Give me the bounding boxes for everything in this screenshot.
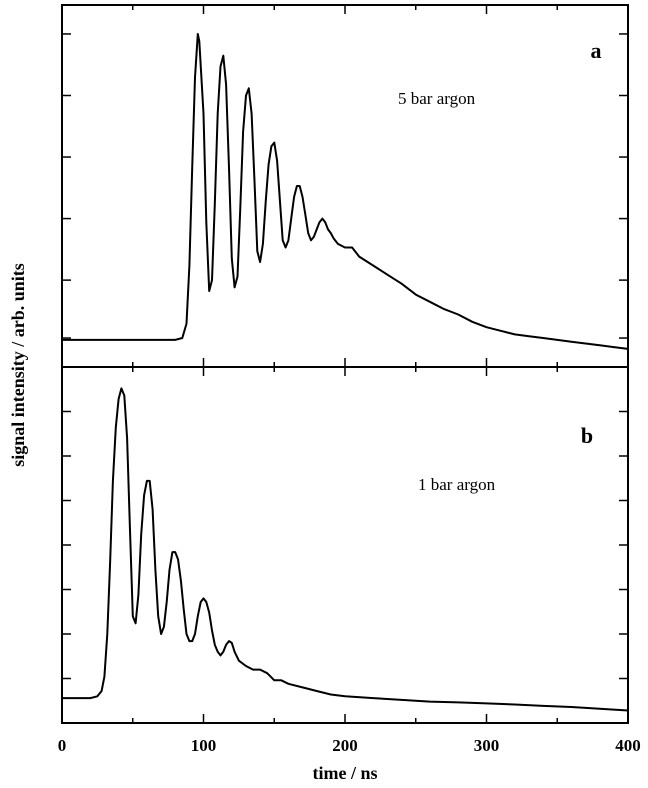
panel-a-frame (61, 4, 629, 368)
panel-b-annotation: 1 bar argon (418, 475, 496, 494)
y-axis-title: signal intensity / arb. units (8, 263, 28, 467)
x-tick-labels: 0 100 200 300 400 (58, 736, 641, 755)
x-tick-label: 400 (615, 736, 641, 755)
x-tick-label: 100 (191, 736, 217, 755)
panel-b-letter: b (581, 423, 593, 448)
x-tick-label: 300 (474, 736, 500, 755)
panel-a-annotation: 5 bar argon (398, 89, 476, 108)
panel-a-curve (62, 33, 629, 350)
panel-a-ticks (61, 5, 629, 367)
panel-b-frame (61, 366, 629, 724)
panel-a: a 5 bar argon (61, 4, 629, 368)
panel-b: b 1 bar argon (61, 366, 629, 724)
panel-b-curve (62, 387, 629, 712)
x-tick-label: 0 (58, 736, 67, 755)
x-tick-label: 200 (332, 736, 358, 755)
panel-a-letter: a (591, 38, 602, 63)
panel-b-ticks (61, 367, 629, 723)
x-axis-title: time / ns (313, 763, 378, 783)
